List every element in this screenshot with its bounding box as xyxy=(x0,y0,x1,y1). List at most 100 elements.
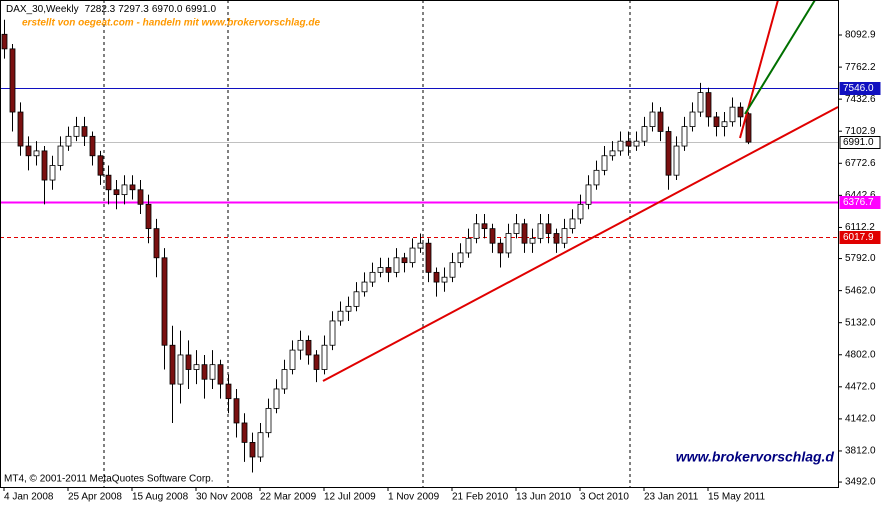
y-tick-label: 6112.2 xyxy=(845,222,875,233)
candle-body xyxy=(713,116,720,128)
candle-body xyxy=(417,242,424,249)
candle-body xyxy=(185,354,192,370)
candle-body xyxy=(73,126,80,137)
x-axis: 4 Jan 2008 25 Apr 2008 15 Aug 2008 30 Nov 2… xyxy=(3,487,766,503)
candle-body xyxy=(97,155,104,176)
candle-body xyxy=(249,442,256,458)
candle-body xyxy=(401,257,408,264)
x-tick-label: 4 Jan 2008 xyxy=(4,492,54,503)
level-label-box xyxy=(839,136,881,149)
candle-body xyxy=(233,398,240,424)
chart-header: DAX_30,Weekly 7282.3 7297.3 6970.0 6991.0 xyxy=(6,4,216,15)
watermark: www.brokervorschlag.d xyxy=(676,449,835,465)
candle-body xyxy=(745,113,752,143)
candle-body xyxy=(569,218,576,230)
candle-body xyxy=(121,184,128,196)
level-label-box xyxy=(839,82,881,95)
candle-body xyxy=(657,111,664,132)
candle-body xyxy=(729,106,736,123)
y-tick-label: 4472.0 xyxy=(845,381,876,392)
y-tick-label: 6442.6 xyxy=(845,190,876,201)
candle-body xyxy=(297,339,304,351)
candles xyxy=(1,19,752,473)
candle-body xyxy=(641,126,648,142)
candle-body xyxy=(1,33,8,50)
y-tick-label: 7432.6 xyxy=(845,94,876,105)
candle-body xyxy=(369,271,376,283)
candle-body xyxy=(737,106,744,118)
candle-body xyxy=(593,169,600,186)
y-tick-label: 4142.0 xyxy=(845,414,876,425)
candle-body xyxy=(697,92,704,113)
candle-body xyxy=(137,189,144,205)
y-tick-label: 7762.2 xyxy=(845,62,876,73)
y-tick-label: 8092.9 xyxy=(845,30,876,41)
candle-body xyxy=(145,203,152,230)
y-tick-label: 3812.0 xyxy=(845,446,876,457)
candle-body xyxy=(721,121,728,128)
level-label-box xyxy=(839,196,881,209)
y-tick-label: 5132.0 xyxy=(845,317,876,328)
candle-body xyxy=(153,228,160,259)
y-tick-label: 3492.0 xyxy=(845,477,876,488)
candle-body xyxy=(209,364,216,380)
candle-body xyxy=(441,276,448,283)
candle-body xyxy=(329,320,336,346)
candle-body xyxy=(561,228,568,244)
x-tick-label: 22 Mar 2009 xyxy=(260,492,317,503)
trendlines xyxy=(322,0,839,382)
y-tick-label: 5462.0 xyxy=(845,285,876,296)
candle-body xyxy=(25,145,32,157)
candle-body xyxy=(505,233,512,254)
level-label: 6991.0 xyxy=(843,137,874,148)
candle-body xyxy=(225,383,232,400)
candle-body xyxy=(201,364,208,380)
candle-body xyxy=(81,126,88,137)
candle-body xyxy=(433,271,440,283)
level-label-box xyxy=(839,231,881,244)
candle-body xyxy=(217,364,224,385)
candle-body xyxy=(465,237,472,254)
candle-body xyxy=(273,388,280,409)
candle-body xyxy=(449,262,456,278)
candle-body xyxy=(161,257,168,346)
candle-body xyxy=(513,223,520,234)
candle-body xyxy=(113,189,120,196)
candle-body xyxy=(321,344,328,370)
x-tick-label: 1 Nov 2009 xyxy=(388,492,440,503)
candle-body xyxy=(457,252,464,264)
candle-body xyxy=(681,126,688,147)
candle-body xyxy=(545,223,552,234)
header-high: 7297.3 xyxy=(118,4,149,15)
candle-body xyxy=(169,344,176,385)
y-tick-label: 7102.9 xyxy=(845,126,876,137)
candle-body xyxy=(129,184,136,191)
level-label: 6376.7 xyxy=(843,197,874,208)
candle-body xyxy=(425,242,432,273)
candle-body xyxy=(65,135,72,147)
candle-body xyxy=(393,257,400,273)
candle-body xyxy=(353,291,360,307)
candle-body xyxy=(33,150,40,157)
plot-frame xyxy=(0,0,839,488)
candle-body xyxy=(481,223,488,230)
trendline xyxy=(322,106,839,382)
header-open: 7282.3 xyxy=(85,4,116,15)
candle-body xyxy=(9,48,16,113)
candle-body xyxy=(553,233,560,244)
candle-body xyxy=(89,135,96,157)
candle-body xyxy=(521,223,528,244)
trendline xyxy=(739,0,779,139)
chart-subtitle: erstellt von oegeat.com - handeln mit ww… xyxy=(22,18,320,29)
x-tick-label: 30 Nov 2008 xyxy=(196,492,253,503)
candle-body xyxy=(705,92,712,118)
candle-body xyxy=(377,267,384,273)
candle-body xyxy=(105,174,112,191)
candle-body xyxy=(265,407,272,434)
y-tick-label: 6772.6 xyxy=(845,158,876,169)
header-low: 6970.0 xyxy=(152,4,183,15)
candle-body xyxy=(177,354,184,385)
x-tick-label: 15 May 2011 xyxy=(708,492,766,503)
